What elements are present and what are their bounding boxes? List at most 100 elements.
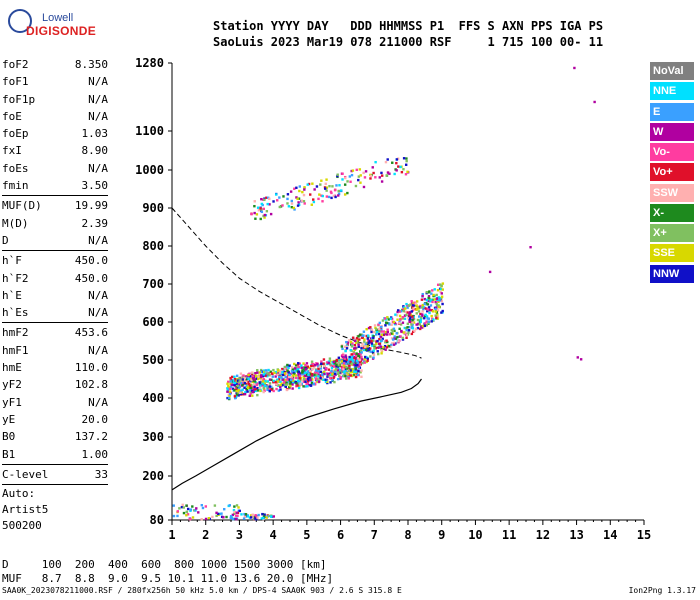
param-separator [2, 250, 108, 252]
echo-point [365, 348, 368, 351]
echo-point [297, 201, 300, 204]
echo-point [365, 334, 368, 338]
echo-point [215, 514, 218, 518]
echo-point [341, 356, 345, 359]
echo-point [304, 380, 307, 383]
echo-point [359, 181, 362, 184]
echo-point [356, 373, 360, 376]
header-columns: Station YYYY DAY DDD HHMMSS P1 FFS S AXN… [213, 19, 604, 33]
echo-point [235, 393, 239, 396]
echo-point [257, 375, 260, 378]
echo-point [415, 308, 418, 311]
echo-point [423, 297, 426, 301]
echo-point [387, 345, 391, 348]
echo-point [318, 377, 321, 381]
echo-point [193, 509, 196, 512]
echo-point [325, 189, 328, 192]
echo-point [291, 377, 294, 380]
echo-point [322, 372, 326, 376]
echo-point [232, 508, 236, 512]
echo-point [263, 213, 267, 217]
echo-point [272, 389, 275, 393]
echo-point [359, 333, 362, 336]
echo-point [313, 188, 316, 191]
echo-point [418, 323, 422, 326]
echo-point [395, 314, 399, 317]
echo-point [235, 511, 238, 514]
echo-point [240, 389, 243, 392]
echo-point [361, 346, 365, 349]
echo-point [436, 313, 439, 316]
echo-point [285, 388, 289, 392]
echo-point [326, 381, 329, 385]
echo-point [421, 292, 424, 296]
logo-lowell-text: Lowell [42, 12, 74, 24]
param-name: D [2, 233, 9, 247]
echo-point [399, 310, 403, 313]
echo-point [250, 378, 253, 382]
echo-point [265, 210, 269, 213]
echo-point [253, 200, 256, 203]
echo-point [370, 328, 373, 332]
echo-point [248, 394, 251, 397]
param-row: h`Es N/A [2, 304, 108, 321]
echo-point [336, 173, 339, 176]
echo-point [306, 365, 310, 368]
echo-point [349, 369, 352, 372]
echo-point [330, 196, 333, 200]
echo-point [235, 380, 238, 383]
echo-point [261, 374, 264, 377]
echo-point [407, 325, 411, 329]
param-value: N/A [88, 109, 108, 123]
echo-point [345, 369, 348, 373]
echo-point [395, 161, 398, 165]
echo-point [271, 375, 274, 378]
echo-point [394, 313, 397, 316]
echo-point [403, 317, 407, 321]
echo-point [362, 330, 366, 333]
echo-point [264, 374, 267, 377]
param-row: h`E N/A [2, 287, 108, 304]
echo-point [305, 371, 308, 374]
param-value: 450.0 [74, 254, 108, 268]
echo-point [312, 200, 316, 204]
echo-point [404, 173, 408, 176]
digisonde-logo: Lowell DIGISONDE [4, 6, 96, 40]
echo-point [286, 378, 289, 381]
echo-point [309, 379, 312, 382]
echo-point [245, 384, 248, 388]
echo-point [396, 310, 399, 314]
echo-point [330, 191, 333, 195]
echo-point [233, 512, 236, 515]
echo-point [239, 372, 243, 375]
echo-point [321, 200, 324, 203]
echo-point [339, 377, 342, 380]
echo-point [330, 366, 334, 370]
echo-point [408, 319, 411, 322]
echo-point [287, 366, 290, 369]
echo-point [408, 311, 412, 314]
echo-point [238, 378, 241, 382]
y-tick-label: 80 [150, 513, 164, 527]
echo-point [401, 336, 405, 340]
echo-point [316, 371, 320, 375]
echo-point [357, 175, 361, 178]
param-name: B1 [2, 447, 16, 461]
file-info: SAA0K_2023078211000.RSF / 280fx256h 50 k… [2, 586, 402, 595]
echo-point [375, 333, 378, 336]
echo-point [266, 372, 269, 375]
echo-point [422, 308, 425, 311]
echo-point [257, 209, 261, 212]
echo-point [336, 366, 340, 369]
echo-point [416, 326, 420, 330]
echo-point [372, 353, 376, 356]
echo-point [376, 339, 379, 343]
echo-point [418, 319, 421, 322]
echo-point [227, 396, 231, 400]
echo-point [353, 347, 356, 350]
echo-point [425, 307, 428, 310]
echo-point [380, 333, 384, 336]
echo-point [356, 339, 359, 342]
echo-point [291, 381, 295, 384]
echo-point [220, 515, 224, 519]
